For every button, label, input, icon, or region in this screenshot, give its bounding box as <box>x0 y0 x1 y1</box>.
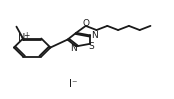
Text: N: N <box>18 33 25 43</box>
Text: I⁻: I⁻ <box>69 79 77 89</box>
Text: O: O <box>82 19 89 28</box>
Text: S: S <box>88 42 94 51</box>
Text: N: N <box>70 44 76 53</box>
Text: +: + <box>24 31 30 40</box>
Text: N: N <box>91 31 97 40</box>
